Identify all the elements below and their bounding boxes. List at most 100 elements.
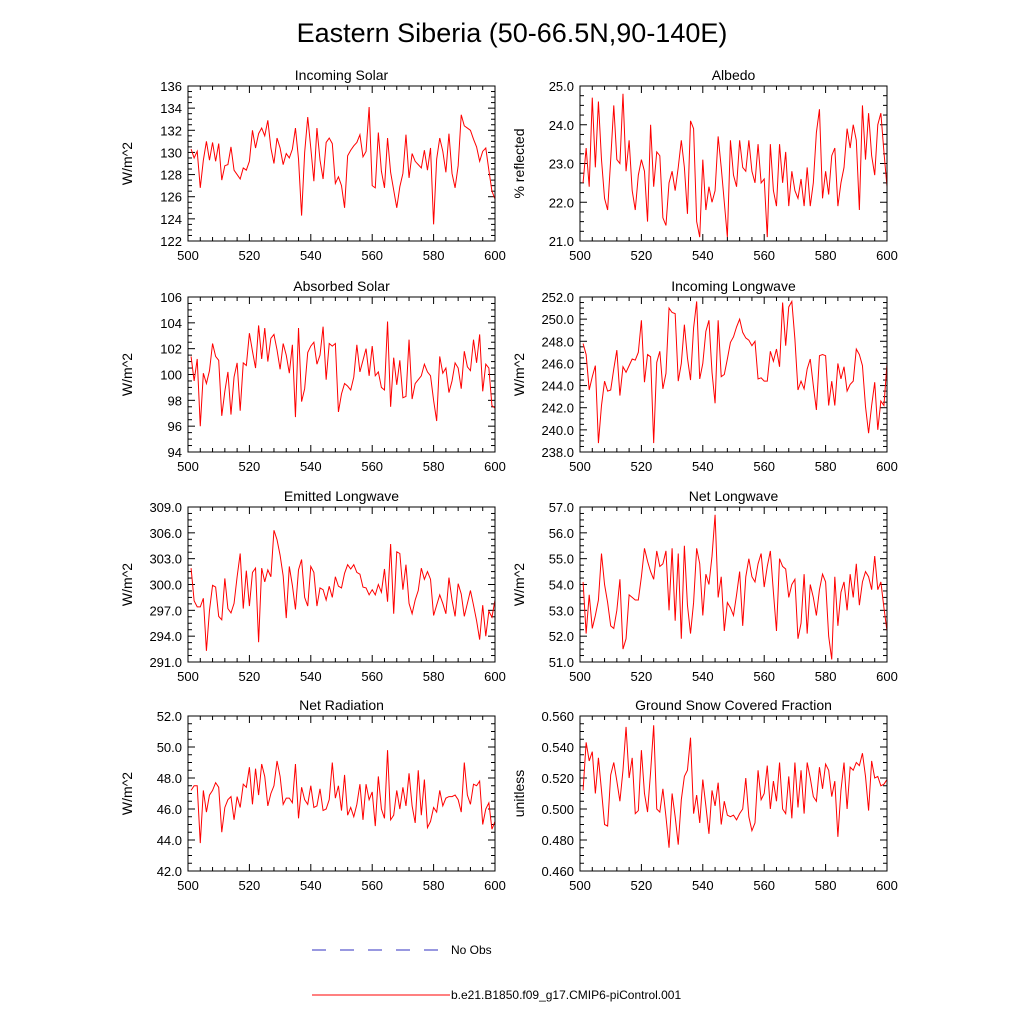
x-tick-label: 520: [239, 878, 261, 893]
x-tick-label: 560: [753, 669, 775, 684]
x-tick-label: 520: [631, 248, 653, 263]
y-tick-label: 48.0: [157, 771, 182, 786]
plot-frame-net-radiation: [187, 715, 496, 872]
panel-title-incoming-longwave: Incoming Longwave: [671, 278, 796, 294]
x-tick-label: 560: [753, 878, 775, 893]
panel-title-net-longwave: Net Longwave: [689, 488, 779, 504]
y-tick-label: 309.0: [149, 500, 182, 515]
series-line-emitted-longwave: [190, 530, 496, 651]
x-tick-label: 500: [569, 459, 591, 474]
y-tick-label: 136: [160, 79, 182, 94]
y-tick-label: 250.0: [541, 312, 574, 327]
y-tick-label: 44.0: [157, 833, 182, 848]
x-tick-label: 560: [361, 669, 383, 684]
y-tick-label: 104: [160, 316, 182, 331]
x-tick-label: 540: [692, 669, 714, 684]
x-tick-label: 580: [815, 878, 837, 893]
x-tick-label: 520: [239, 248, 261, 263]
series-line-incoming-solar: [190, 107, 496, 225]
plot-frame-incoming-longwave: [579, 296, 888, 453]
x-tick-label: 540: [692, 878, 714, 893]
x-tick-label: 520: [239, 669, 261, 684]
y-tick-label: 52.0: [549, 629, 574, 644]
y-tick-label: 52.0: [157, 709, 182, 724]
x-tick-label: 600: [484, 248, 506, 263]
y-tick-label: 53.0: [549, 603, 574, 618]
panel-albedo: Albedo % reflected 500 520 540 560 580 600 21.0 2…: [511, 67, 898, 263]
x-tick-label: 540: [692, 459, 714, 474]
x-tick-label: 540: [692, 248, 714, 263]
plot-frame-net-longwave: [579, 506, 888, 663]
y-tick-label: 56.0: [549, 526, 574, 541]
y-tick-label: 102: [160, 342, 182, 357]
y-axis-label-incoming-solar: W/m^2: [119, 142, 135, 185]
y-tick-label: 42.0: [157, 864, 182, 879]
x-tick-label: 600: [876, 459, 898, 474]
plot-frame-absorbed-solar: [187, 296, 496, 453]
y-tick-label: 300.0: [149, 578, 182, 593]
x-tick-label: 600: [484, 459, 506, 474]
x-tick-label: 580: [815, 248, 837, 263]
panel-emitted-longwave: Emitted Longwave W/m^2 500 520 540 560 580 600 2…: [119, 488, 506, 684]
y-tick-label: 0.480: [541, 833, 574, 848]
x-tick-label: 560: [753, 248, 775, 263]
series-line-ground-snow-covered-fraction: [582, 725, 888, 848]
y-tick-label: 244.0: [541, 379, 574, 394]
y-tick-label: 54.0: [549, 578, 574, 593]
x-tick-label: 520: [631, 459, 653, 474]
x-tick-label: 520: [631, 669, 653, 684]
plot-frame-albedo: [579, 85, 888, 242]
y-axis-label-emitted-longwave: W/m^2: [119, 563, 135, 606]
series-line-incoming-longwave: [582, 299, 888, 444]
x-tick-label: 560: [753, 459, 775, 474]
series-line-albedo: [582, 93, 888, 238]
x-tick-label: 500: [177, 459, 199, 474]
x-tick-label: 560: [361, 459, 383, 474]
x-tick-label: 500: [177, 878, 199, 893]
y-tick-label: 303.0: [149, 552, 182, 567]
y-tick-label: 98: [168, 393, 182, 408]
x-tick-label: 600: [876, 248, 898, 263]
x-tick-label: 600: [876, 878, 898, 893]
y-tick-label: 94: [168, 445, 182, 460]
y-tick-label: 22.0: [549, 195, 574, 210]
panel-title-albedo: Albedo: [712, 67, 756, 83]
panel-title-absorbed-solar: Absorbed Solar: [293, 278, 390, 294]
y-tick-label: 21.0: [549, 234, 574, 249]
y-axis-label-ground-snow-covered-fraction: unitless: [511, 770, 527, 817]
x-tick-label: 600: [484, 878, 506, 893]
y-tick-label: 297.0: [149, 603, 182, 618]
y-tick-label: 128: [160, 168, 182, 183]
plot-frame-emitted-longwave: [187, 506, 496, 663]
y-tick-label: 238.0: [541, 445, 574, 460]
y-tick-label: 0.540: [541, 740, 574, 755]
y-tick-label: 50.0: [157, 740, 182, 755]
y-tick-label: 126: [160, 190, 182, 205]
x-tick-label: 540: [300, 669, 322, 684]
y-tick-label: 100: [160, 368, 182, 383]
x-tick-label: 500: [569, 669, 591, 684]
panel-incoming-solar: Incoming Solar W/m^2 500 520 540 560 580 600 122…: [119, 67, 506, 263]
x-tick-label: 580: [423, 878, 445, 893]
x-tick-label: 580: [815, 669, 837, 684]
legend-no-obs-label: No Obs: [451, 943, 492, 957]
y-tick-label: 294.0: [149, 629, 182, 644]
legend: No Obs b.e21.B1850.f09_g17.CMIP6-piContr…: [312, 943, 681, 1002]
panel-net-radiation: Net Radiation W/m^2 500 520 540 560 580 600 42.0…: [119, 697, 506, 893]
x-tick-label: 500: [177, 248, 199, 263]
y-tick-label: 306.0: [149, 526, 182, 541]
x-tick-label: 600: [484, 669, 506, 684]
y-tick-label: 132: [160, 123, 182, 138]
panel-title-incoming-solar: Incoming Solar: [295, 67, 389, 83]
y-tick-label: 246.0: [541, 356, 574, 371]
y-tick-label: 55.0: [549, 552, 574, 567]
panel-absorbed-solar: Absorbed Solar W/m^2 500 520 540 560 580 600 94 9…: [119, 278, 506, 474]
y-axis-label-albedo: % reflected: [511, 128, 527, 198]
y-axis-label-net-radiation: W/m^2: [119, 772, 135, 815]
series-line-absorbed-solar: [190, 321, 496, 427]
x-tick-label: 520: [631, 878, 653, 893]
x-tick-label: 540: [300, 248, 322, 263]
plot-frame-incoming-solar: [187, 85, 496, 242]
y-tick-label: 240.0: [541, 423, 574, 438]
